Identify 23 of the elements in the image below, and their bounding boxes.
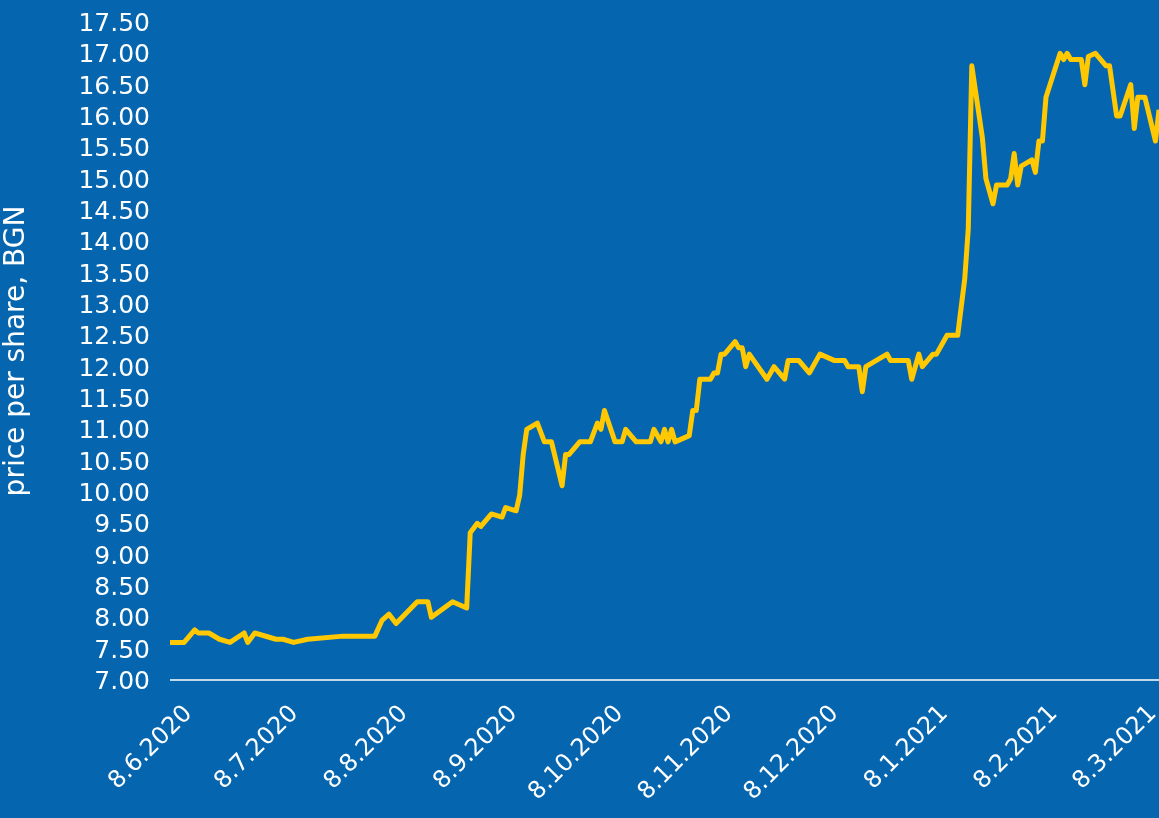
- y-tick-label: 8.50: [94, 571, 150, 601]
- y-tick-label: 16.00: [78, 101, 150, 131]
- y-tick-label: 10.00: [78, 477, 150, 507]
- y-tick-label: 7.00: [94, 665, 150, 695]
- y-tick-label: 12.00: [78, 352, 150, 382]
- y-tick-label: 10.50: [78, 446, 150, 476]
- y-tick-label: 7.50: [94, 634, 150, 664]
- y-tick-label: 15.50: [78, 133, 150, 163]
- y-tick-label: 14.00: [78, 227, 150, 257]
- y-tick-label: 12.50: [78, 321, 150, 351]
- y-tick-label: 17.50: [78, 7, 150, 37]
- y-tick-label: 9.50: [94, 509, 150, 539]
- y-axis-title: price per share, BGN: [0, 205, 31, 497]
- y-tick-label: 11.00: [78, 415, 150, 445]
- y-tick-label: 11.50: [78, 383, 150, 413]
- y-tick-label: 9.00: [94, 540, 150, 570]
- y-tick-label: 16.50: [78, 70, 150, 100]
- y-tick-label: 13.50: [78, 258, 150, 288]
- y-tick-label: 8.00: [94, 603, 150, 633]
- y-tick-label: 14.50: [78, 195, 150, 225]
- y-tick-label: 15.00: [78, 164, 150, 194]
- y-tick-label: 13.00: [78, 289, 150, 319]
- y-tick-label: 17.00: [78, 39, 150, 69]
